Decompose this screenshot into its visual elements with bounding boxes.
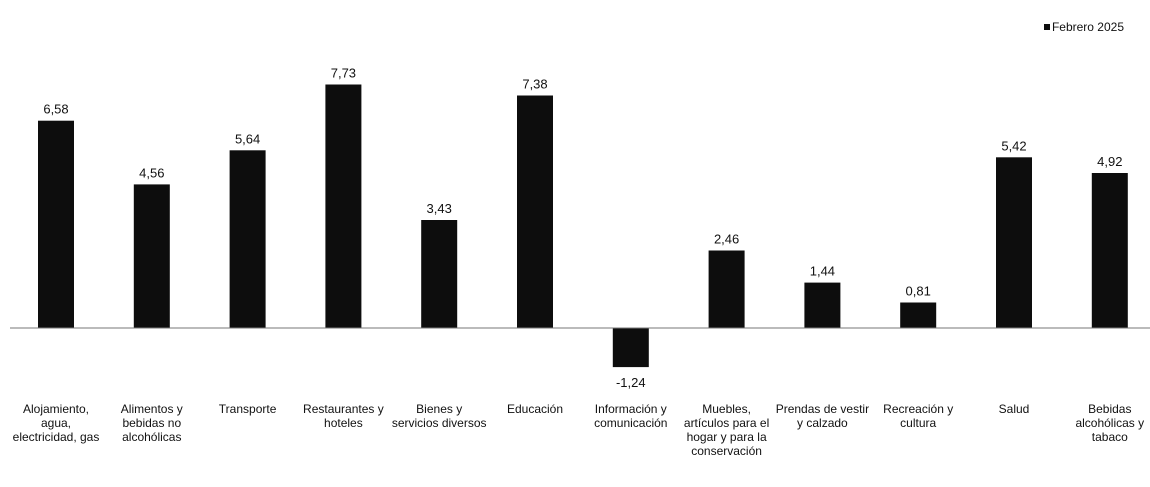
category-label-11: Bebidas alcohólicas y tabaco — [1075, 402, 1145, 444]
category-label-5: Educación — [506, 402, 564, 416]
legend: Febrero 2025 — [1043, 20, 1124, 34]
bar-8 — [804, 282, 841, 328]
category-label-10: Salud — [998, 402, 1030, 416]
value-label-5: 7,38 — [522, 77, 547, 92]
bar-10 — [996, 157, 1032, 328]
value-labels-group: 6,58 4,56 5,64 7,73 3,43 7,38 -1,24 2,46 1,44 0,8… — [43, 66, 1122, 391]
bar-3 — [325, 84, 362, 328]
value-label-8: 1,44 — [810, 264, 835, 279]
bar-1 — [133, 184, 170, 328]
bars-group — [38, 84, 1128, 368]
category-label-8: Prendas de vestir y calzado — [775, 402, 870, 430]
category-label-2: Transporte — [218, 402, 277, 416]
category-label-6: Información y comunicación — [594, 402, 668, 430]
bar-2 — [229, 150, 266, 328]
category-label-7: Muebles, artículos para el hogar y para … — [683, 402, 770, 458]
value-label-4: 3,43 — [427, 201, 452, 216]
value-label-1: 4,56 — [139, 165, 164, 180]
bar-6 — [612, 328, 649, 368]
category-label-3: Restaurantes y hoteles — [303, 402, 384, 430]
value-label-0: 6,58 — [43, 102, 68, 117]
bar-9 — [900, 302, 937, 328]
bar-4 — [421, 220, 458, 328]
category-label-0: Alojamiento, agua, electricidad, gas — [12, 402, 100, 444]
category-label-9: Recreación y cultura — [883, 402, 954, 430]
value-label-7: 2,46 — [714, 232, 739, 247]
value-label-6: -1,24 — [616, 375, 646, 390]
value-label-10: 5,42 — [1001, 138, 1026, 153]
bar-5 — [517, 95, 553, 328]
value-label-11: 4,92 — [1097, 154, 1122, 169]
value-label-2: 5,64 — [235, 131, 260, 146]
bar-0 — [38, 120, 74, 328]
legend-label: Febrero 2025 — [1051, 20, 1124, 34]
legend-swatch — [1043, 24, 1050, 30]
value-label-3: 7,73 — [331, 66, 356, 81]
bar-7 — [708, 250, 745, 328]
category-label-1: Alimentos y bebidas no alcohólicas — [120, 402, 183, 444]
category-label-4: Bienes y servicios diversos — [391, 402, 487, 430]
value-label-9: 0,81 — [906, 284, 931, 299]
bar-11 — [1091, 173, 1128, 328]
